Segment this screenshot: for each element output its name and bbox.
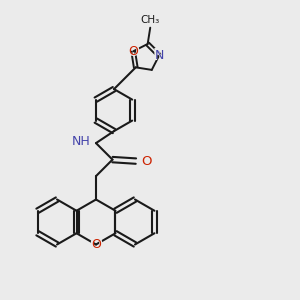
Text: N: N [154,49,164,62]
Text: NH: NH [65,134,91,149]
Text: CH₃: CH₃ [141,15,160,25]
Text: O: O [127,44,140,59]
Text: N: N [153,48,166,63]
Text: O: O [89,237,103,252]
Text: NH: NH [72,135,91,148]
Text: O: O [141,154,152,168]
Text: O: O [91,238,101,251]
Text: O: O [128,45,138,58]
Text: O: O [141,154,155,169]
